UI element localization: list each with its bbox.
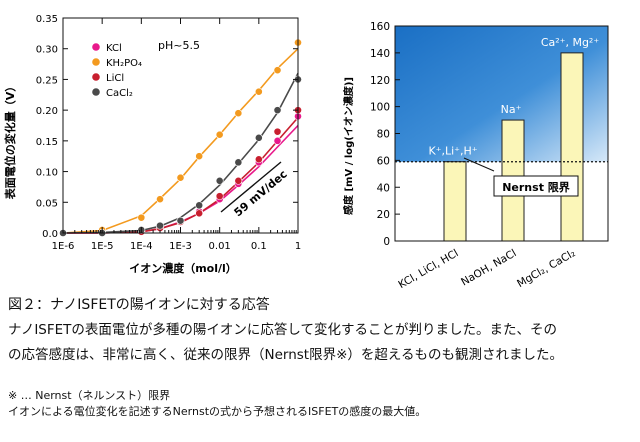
y-tick-label: 40 <box>377 182 390 194</box>
caption-line-2: の応答感度は、非常に高く、従来の限界（Nernst限界※）を超えるものも観測され… <box>8 347 564 363</box>
y-tick-label: 0 <box>383 236 390 248</box>
legend-label: LiCl <box>106 73 124 84</box>
data-point <box>273 127 282 136</box>
left-chart: 表面電位の変化量（V） 0.0 0.05 0.10 0.15 0.20 0.25 0.30 0… <box>3 14 302 275</box>
x-tick-label: 1E-3 <box>169 241 192 252</box>
y-axis-label: 表面電位の変化量（V） <box>3 81 17 201</box>
y-tick-label: 0.0 <box>42 229 58 240</box>
legend-label: CaCl₂ <box>106 88 133 99</box>
legend-label: KCl <box>106 43 122 54</box>
right-chart: K⁺,Li⁺,H⁺ Na⁺ Ca²⁺, Mg²⁺ 0 20 40 60 80 100 120 14… <box>342 21 609 291</box>
ph-annotation: pH~5.5 <box>158 39 200 52</box>
bar <box>443 161 467 242</box>
y-tick-label: 0.15 <box>36 137 58 148</box>
legend-swatch <box>92 43 100 51</box>
bar-label: Ca²⁺, Mg²⁺ <box>541 36 600 49</box>
x-tick-label: 1E-6 <box>52 241 75 252</box>
data-point <box>137 213 146 222</box>
data-point <box>156 221 164 230</box>
data-point <box>195 201 204 210</box>
category-label: NaOH, NaCl <box>459 247 518 288</box>
data-point <box>195 209 204 218</box>
data-point <box>273 66 282 75</box>
x-tick-label: 1E-5 <box>91 241 114 252</box>
data-points <box>59 38 302 237</box>
x-tick-label: 0.1 <box>251 241 267 252</box>
nernst-callout-line <box>463 157 495 172</box>
data-point <box>273 136 282 145</box>
category-label: MgCl₂, CaCl₂ <box>515 247 577 290</box>
data-point <box>156 195 164 204</box>
y-ticks: 0 20 40 60 80 100 120 140 160 <box>370 21 400 248</box>
y-tick-label: 0.10 <box>36 168 58 179</box>
y-tick-label: 140 <box>370 48 390 60</box>
figure-caption-title: 図２：ナノISFETの陽イオンに対する応答 <box>8 297 270 313</box>
y-axis-label: 感度 [mV / log(イオン濃度)] <box>342 77 355 215</box>
y-tick-label: 160 <box>370 21 390 33</box>
y-tick-label: 0.30 <box>36 45 58 56</box>
data-point <box>254 87 263 96</box>
legend-swatch <box>92 58 100 66</box>
bar-label: Na⁺ <box>501 103 522 116</box>
y-tick-label: 0.25 <box>36 75 58 86</box>
caption-line-1: ナノISFETの表面電位が多種の陽イオンに応答して変化することが判りました。また… <box>8 322 558 338</box>
data-point <box>254 155 263 164</box>
plot-frame <box>394 25 609 242</box>
data-point <box>215 130 224 139</box>
bar-label: K⁺,Li⁺,H⁺ <box>428 145 477 158</box>
x-tick-label: 0.01 <box>209 241 231 252</box>
nernst-callout-box <box>493 175 579 197</box>
y-tick-label: 20 <box>377 209 390 221</box>
data-point <box>234 158 243 167</box>
legend-label: KH₂PO₄ <box>106 58 142 69</box>
y-tick-label: 60 <box>377 155 390 167</box>
data-point <box>215 192 224 201</box>
slope-label: 59 mV/dec <box>232 168 290 220</box>
y-tick-label: 0.35 <box>36 14 58 25</box>
data-point <box>176 216 185 225</box>
data-point <box>234 109 243 118</box>
footnote-title: ※ … Nernst（ネルンスト）限界 <box>8 389 171 402</box>
footnote-text: イオンによる電位変化を記述するNernstの式から予想されるISFETの感度の最… <box>8 405 427 418</box>
data-point <box>195 152 204 161</box>
y-tick-label: 80 <box>377 129 390 141</box>
y-tick-label: 100 <box>370 102 390 114</box>
data-point <box>215 176 224 185</box>
figure: 表面電位の変化量（V） 0.00.050.100.150.200.250.300… <box>3 14 609 291</box>
x-tick-label: 1 <box>295 241 301 252</box>
legend-swatch <box>92 88 100 96</box>
x-tick-label: 1E-4 <box>130 241 153 252</box>
data-point <box>273 106 282 115</box>
legend-swatch <box>92 73 100 81</box>
bar <box>560 52 584 242</box>
plot-frame <box>62 17 299 234</box>
data-point <box>176 173 185 182</box>
category-label: KCl, LiCl, HCl <box>396 247 460 291</box>
y-tick-label: 0.20 <box>36 106 58 117</box>
y-tick-label: 120 <box>370 75 390 87</box>
data-point <box>254 133 263 142</box>
legend: KCl KH₂PO₄ LiCl CaCl₂ <box>92 43 142 99</box>
slope-line <box>220 161 282 213</box>
x-ticks: 1E-6 1E-5 1E-4 1E-3 0.01 0.1 1 <box>52 18 301 252</box>
fit-curve <box>62 72 299 234</box>
nernst-callout-label: Nernst 限界 <box>502 180 570 194</box>
x-axis-label: イオン濃度（mol/l） <box>129 261 237 275</box>
y-tick-label: 0.05 <box>36 198 58 209</box>
data-point <box>234 176 243 185</box>
